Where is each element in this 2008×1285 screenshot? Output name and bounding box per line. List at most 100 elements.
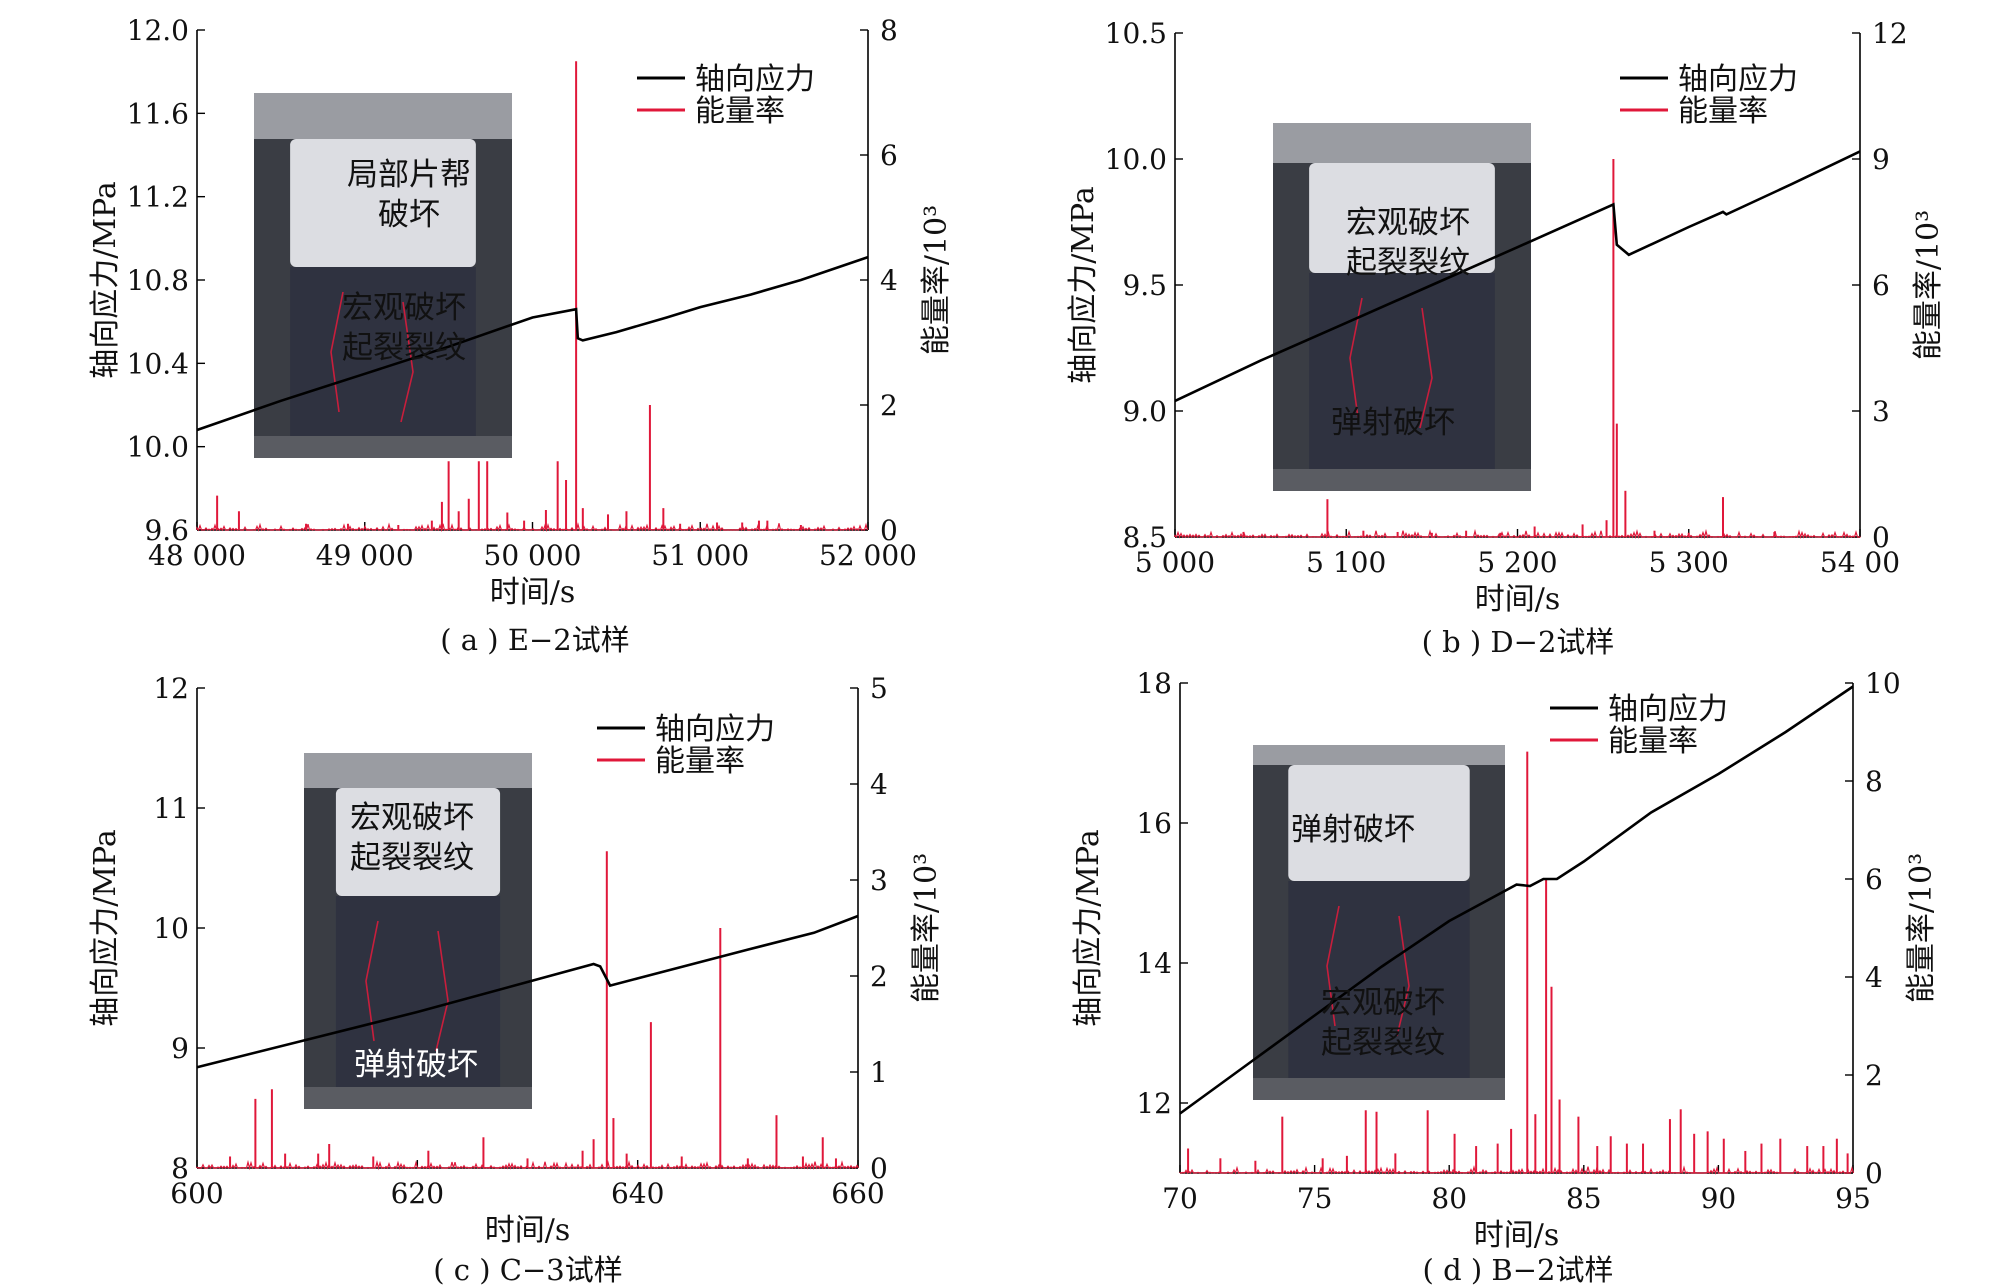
y-left-tick-label: 12.0	[127, 14, 189, 47]
y-right-axis-title: 能量率/10³	[909, 853, 944, 1003]
x-tick-label: 48 000	[148, 539, 246, 572]
photo-label: 宏观破坏	[1321, 985, 1445, 1021]
x-tick-label: 70	[1162, 1182, 1198, 1215]
x-axis-title: 时间/s	[485, 1213, 571, 1248]
y-left-tick-label: 9.5	[1122, 269, 1167, 302]
y-left-tick-label: 10.4	[127, 347, 189, 380]
photo-label: 局部片帮	[347, 157, 471, 193]
y-left-tick-label: 9.6	[144, 514, 189, 547]
loading-platen	[254, 93, 512, 139]
y-left-tick-label: 11.6	[127, 97, 189, 130]
y-left-tick-label: 8	[171, 1152, 189, 1185]
panel-caption: ( d ) B−2试样	[1423, 1253, 1614, 1285]
y-left-tick-label: 10.8	[127, 264, 189, 297]
y-left-tick-label: 10	[153, 912, 189, 945]
specimen-photo	[1253, 745, 1505, 1100]
y-left-tick-label: 10.0	[1105, 143, 1167, 176]
y-left-tick-label: 11.2	[127, 181, 189, 214]
specimen-upper-light	[1309, 163, 1495, 273]
panel-caption: ( a ) E−2试样	[440, 623, 630, 657]
y-left-tick-label: 10.5	[1105, 17, 1167, 50]
specimen-photo	[254, 93, 512, 458]
y-right-tick-label: 5	[870, 672, 888, 705]
series-energy-rate	[1179, 751, 1855, 1175]
y-right-tick-label: 0	[1872, 521, 1890, 554]
x-tick-label: 660	[831, 1177, 884, 1210]
specimen-lower-dark	[335, 896, 501, 1087]
y-right-tick-label: 6	[880, 139, 898, 172]
x-tick-label: 80	[1431, 1182, 1467, 1215]
series-axial-stress	[196, 255, 869, 432]
photo-label: 弹射破坏	[354, 1047, 478, 1083]
y-left-tick-label: 11	[153, 792, 189, 825]
series-axial-stress	[1179, 685, 1854, 1115]
photo-base	[1273, 469, 1531, 491]
photo-label: 起裂裂纹	[350, 840, 474, 876]
x-tick-label: 52 000	[819, 539, 917, 572]
y-left-tick-label: 12	[1136, 1087, 1172, 1120]
y-right-tick-label: 2	[880, 389, 898, 422]
series-energy-rate	[196, 851, 860, 1171]
y-left-tick-label: 8.5	[1122, 521, 1167, 554]
photo-label: 弹射破坏	[1331, 405, 1455, 441]
y-right-tick-label: 6	[1872, 269, 1890, 302]
y-left-tick-label: 9	[171, 1032, 189, 1065]
photo-label: 宏观破坏	[1346, 205, 1470, 241]
photo-label: 起裂裂纹	[1321, 1025, 1445, 1061]
photo-label: 宏观破坏	[350, 800, 474, 836]
x-tick-label: 600	[170, 1177, 223, 1210]
x-tick-label: 50 000	[484, 539, 582, 572]
legend-label-energy: 能量率	[695, 94, 785, 129]
y-left-axis-title: 轴向应力/MPa	[1066, 186, 1101, 384]
y-right-tick-label: 2	[1865, 1059, 1883, 1092]
specimen-upper-light	[1288, 765, 1470, 881]
x-tick-label: 75	[1297, 1182, 1333, 1215]
photo-label: 起裂裂纹	[1346, 245, 1470, 281]
series-axial-stress	[196, 914, 859, 1069]
photo-label: 起裂裂纹	[342, 330, 466, 366]
y-right-tick-label: 2	[870, 960, 888, 993]
y-right-tick-label: 0	[870, 1152, 888, 1185]
y-left-axis-title: 轴向应力/MPa	[88, 829, 123, 1027]
panel-b: 5 000 5 100 5 200 5 300 54 00 8.5 9.0 9.5 10.0 10…	[1066, 17, 1946, 659]
x-tick-label: 85	[1566, 1182, 1602, 1215]
x-tick-label: 54 00	[1820, 546, 1900, 579]
y-right-tick-label: 4	[1865, 961, 1883, 994]
crack-marks	[330, 291, 414, 423]
x-axis-title: 时间/s	[1474, 1218, 1560, 1253]
loading-platen	[304, 753, 532, 788]
specimen-upper-light	[335, 788, 501, 896]
y-left-tick-label: 16	[1136, 807, 1172, 840]
y-right-tick-label: 0	[1865, 1157, 1883, 1190]
panel-caption: ( c ) C−3试样	[433, 1253, 622, 1285]
photo-label: 弹射破坏	[1291, 812, 1415, 848]
series-energy-rate	[1174, 159, 1861, 540]
y-left-tick-label: 9.0	[1122, 395, 1167, 428]
legend-label-energy: 能量率	[1678, 94, 1768, 129]
energy-rate-baseline	[196, 522, 869, 533]
x-tick-label: 5 300	[1649, 546, 1729, 579]
x-tick-label: 95	[1835, 1182, 1871, 1215]
photo-label: 破坏	[378, 197, 440, 233]
specimen-photo	[1273, 123, 1531, 491]
y-right-tick-label: 0	[880, 514, 898, 547]
y-right-tick-label: 8	[1865, 765, 1883, 798]
specimen-upper-light	[290, 139, 476, 267]
series-axial-stress	[1174, 150, 1861, 403]
y-left-tick-label: 10.0	[127, 431, 189, 464]
specimen-lower-dark	[290, 267, 476, 436]
y-left-axis-title: 轴向应力/MPa	[1071, 829, 1106, 1027]
y-right-axis-title: 能量率/10³	[1911, 210, 1946, 360]
y-left-tick-label: 14	[1136, 947, 1172, 980]
legend-label-stress: 轴向应力	[1678, 62, 1798, 97]
specimen-lower-dark	[1288, 881, 1470, 1078]
panel-d: 70 75 80 85 90 95 12 14 16 18 0 2 4 6 8 10 时间/s 轴向应力/MPa 能…	[1071, 667, 1939, 1285]
photo-base	[254, 436, 512, 458]
photo-label: 宏观破坏	[342, 290, 466, 326]
